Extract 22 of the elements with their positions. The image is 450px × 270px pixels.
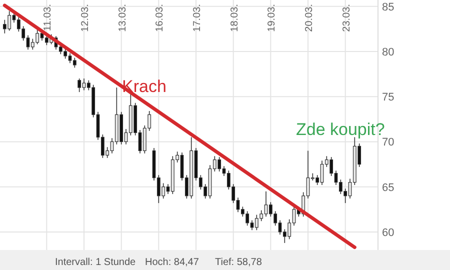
x-tick-label: 23.03.: [341, 4, 352, 32]
x-tick-label: 19.03.: [266, 4, 278, 32]
annotation: Krach: [122, 77, 166, 96]
y-tick-label: 75: [382, 92, 394, 104]
x-tick-label: 13.03.: [117, 4, 128, 32]
y-tick-label: 80: [382, 46, 394, 58]
y-tick-label: 65: [382, 182, 394, 194]
y-tick-label: 85: [382, 1, 394, 14]
text: Hoch: 84,47: [145, 257, 200, 268]
x-tick-label: 16.03.: [154, 4, 166, 32]
x-tick-label: 18.03.: [229, 4, 240, 32]
x-tick-label: 17.03.: [192, 4, 203, 32]
x-tick-label: 20.03.: [304, 4, 315, 32]
candlestick: [78, 78, 82, 92]
y-tick-label: 60: [382, 226, 394, 239]
x-tick-label: 12.03.: [80, 4, 91, 32]
text: Intervall: 1 Stunde: [55, 257, 136, 268]
annotation: Zde koupit?: [296, 120, 385, 139]
y-tick-label: 70: [382, 136, 394, 149]
candlestick: [72, 57, 76, 68]
text: Tief: 58,78: [215, 257, 262, 268]
x-tick-label: 11.03.: [42, 4, 54, 32]
